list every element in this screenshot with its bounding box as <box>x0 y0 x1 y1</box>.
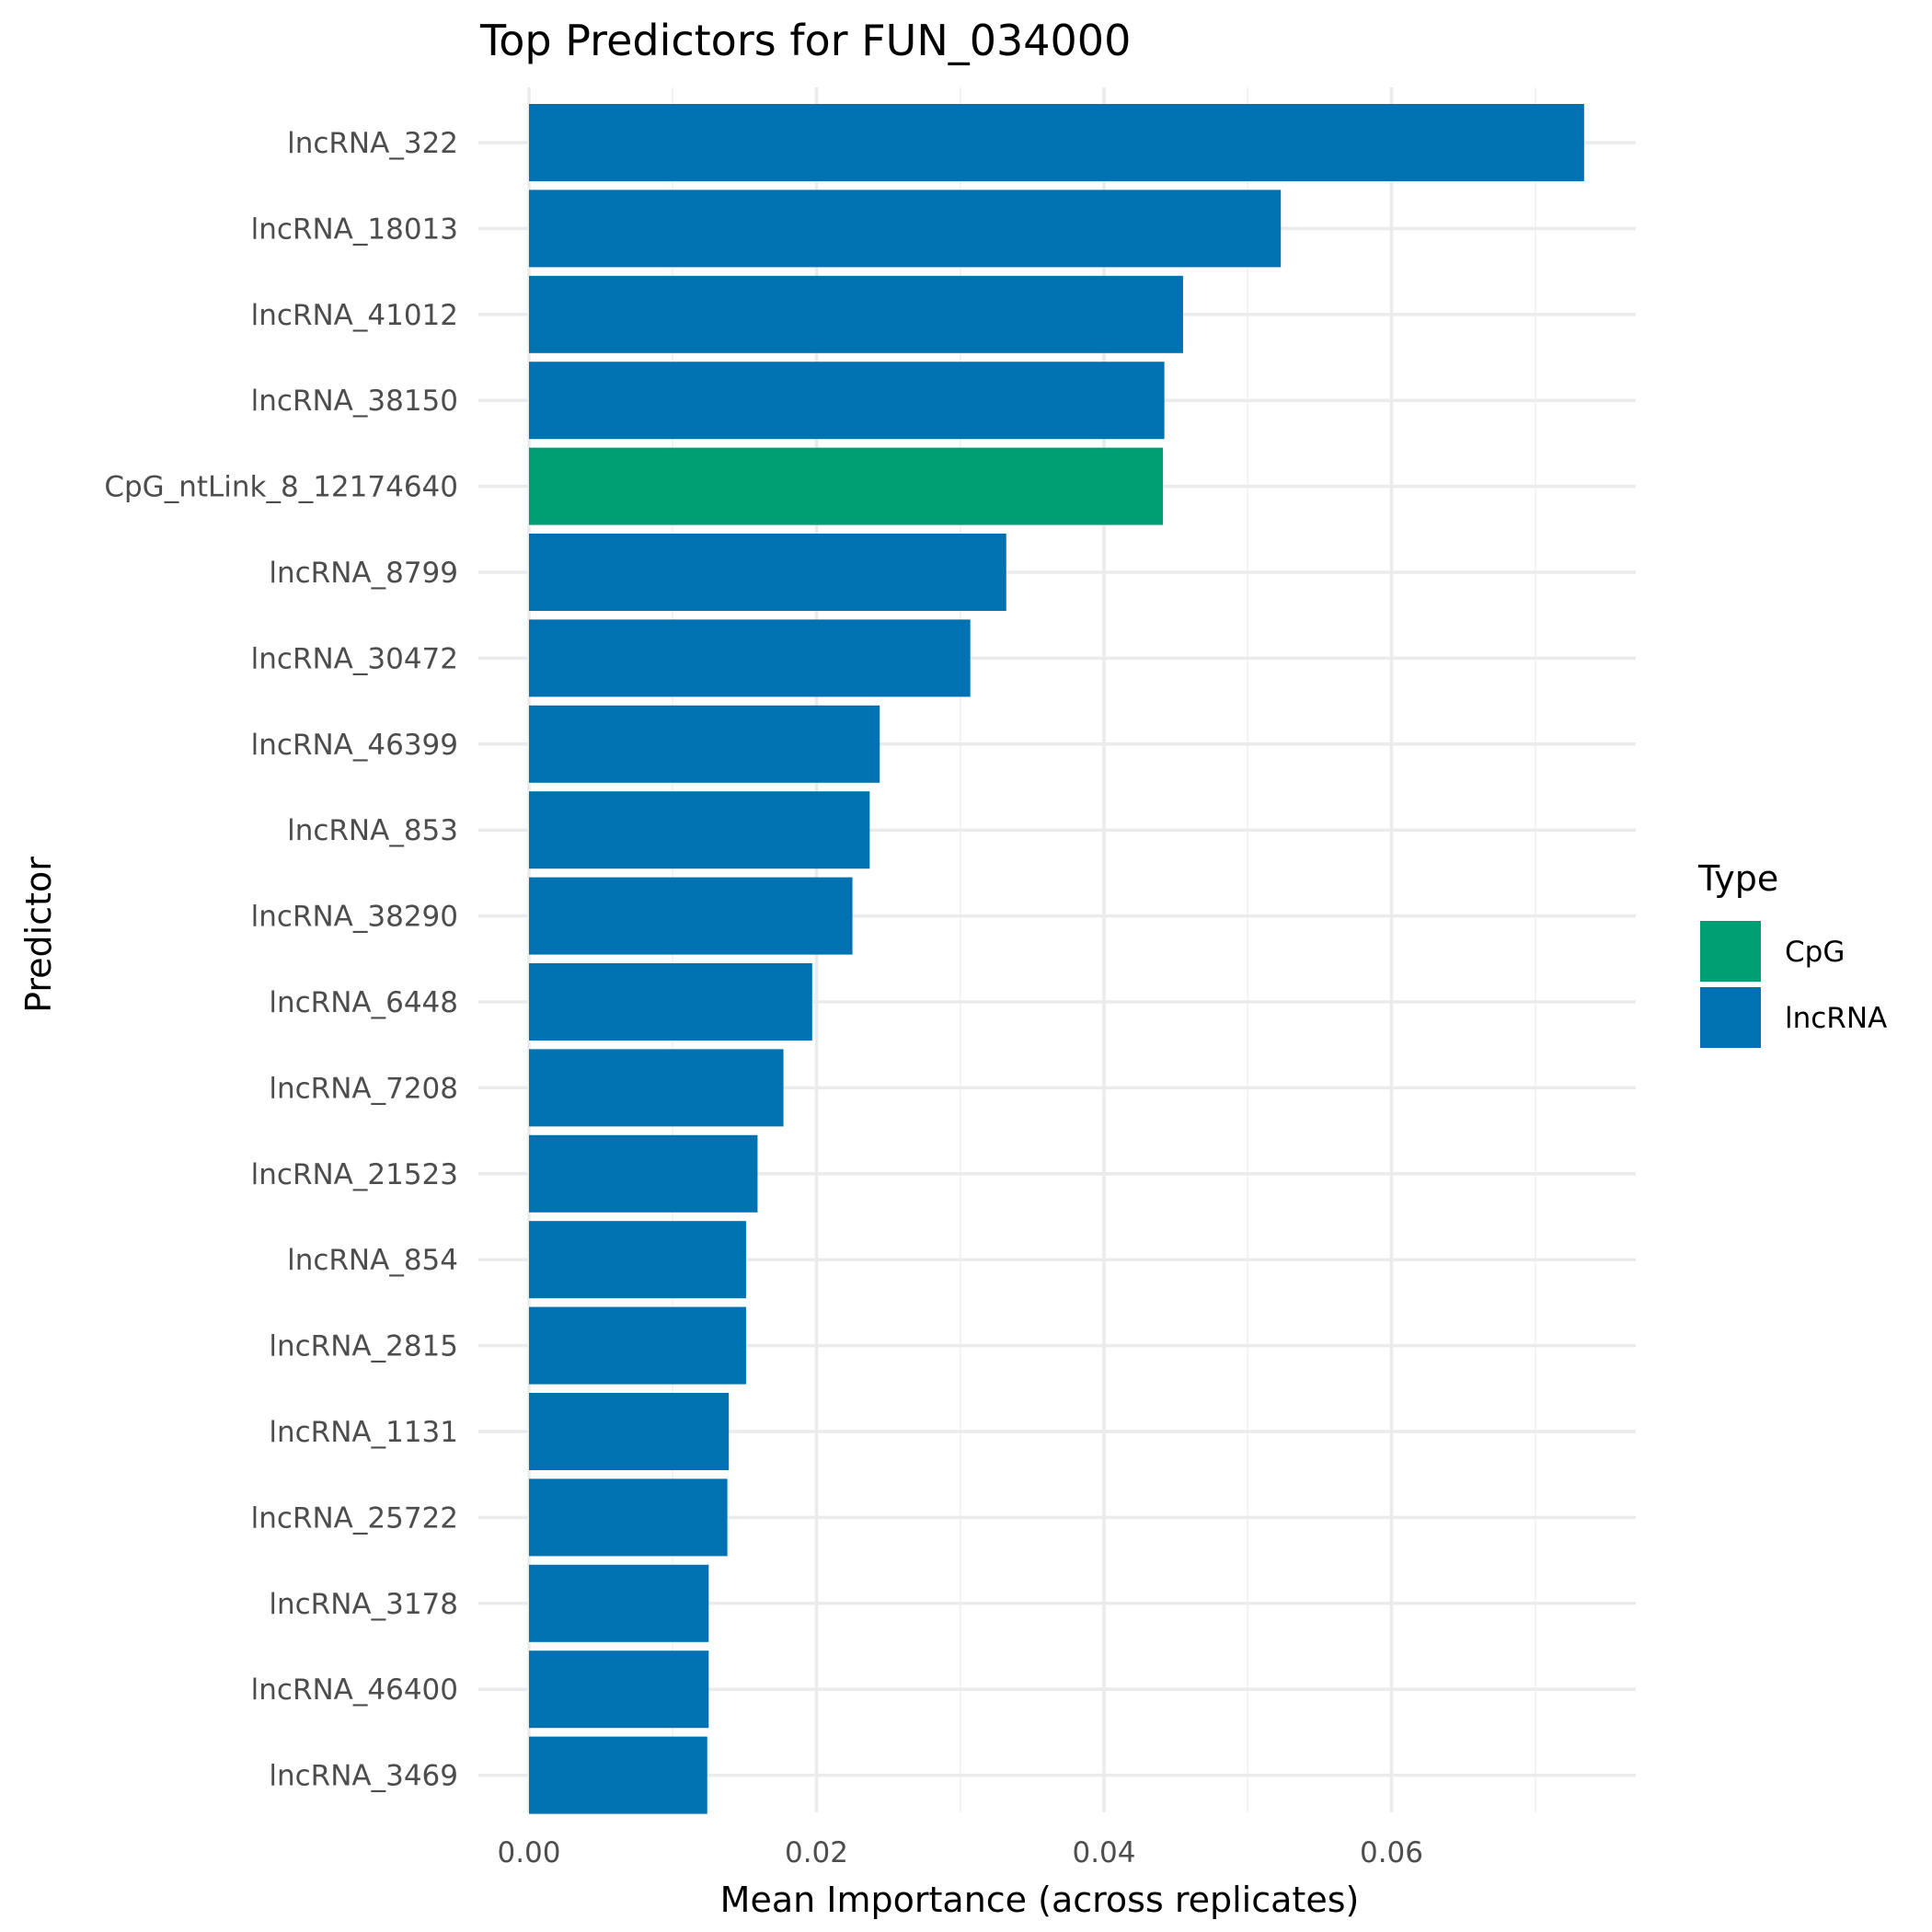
legend-entries: CpG lncRNA <box>1700 921 1887 1048</box>
bar-lncRNA_8799 <box>529 534 1006 611</box>
bar-lncRNA_7208 <box>529 1049 784 1127</box>
x-tick-label: 0.04 <box>1072 1836 1135 1869</box>
x-tick-label: 0.02 <box>785 1836 848 1869</box>
bar-lncRNA_30472 <box>529 619 971 697</box>
y-tick-label: lncRNA_18013 <box>251 213 458 246</box>
y-tick-label: lncRNA_853 <box>287 814 458 847</box>
y-tick-label: lncRNA_322 <box>287 127 458 160</box>
y-tick-label: lncRNA_41012 <box>251 299 458 332</box>
bar-lncRNA_322 <box>529 104 1584 181</box>
y-tick-label: CpG_ntLink_8_12174640 <box>104 471 458 504</box>
x-axis-title: Mean Importance (across replicates) <box>720 1880 1360 1920</box>
bar-lncRNA_38150 <box>529 362 1165 440</box>
y-tick-label: lncRNA_21523 <box>251 1158 458 1191</box>
chart-title: Top Predictors for FUN_034000 <box>479 16 1131 65</box>
y-tick-label: lncRNA_6448 <box>269 986 458 1019</box>
bar-lncRNA_3469 <box>529 1736 707 1814</box>
y-axis-title: Predictor <box>18 857 59 1013</box>
bar-lncRNA_1131 <box>529 1393 730 1470</box>
y-tick-label: lncRNA_8799 <box>269 557 458 590</box>
legend-label: lncRNA <box>1785 1002 1887 1035</box>
y-tick-label: lncRNA_3178 <box>269 1588 458 1621</box>
legend-key-lncRNA <box>1700 987 1761 1048</box>
bar-lncRNA_25722 <box>529 1478 728 1557</box>
bar-CpG_ntLink_8_12174640 <box>529 447 1164 525</box>
legend-label: CpG <box>1785 936 1845 969</box>
bar-lncRNA_38290 <box>529 877 853 955</box>
legend-title: Type <box>1697 858 1778 899</box>
y-tick-label: lncRNA_46399 <box>251 729 458 762</box>
legend: Type CpG lncRNA <box>1697 858 1887 1048</box>
bar-lncRNA_46399 <box>529 705 880 783</box>
bar-layer <box>529 104 1584 1814</box>
y-tick-label: lncRNA_2815 <box>269 1330 458 1363</box>
y-tick-label: lncRNA_25722 <box>251 1501 458 1535</box>
y-tick-label: lncRNA_7208 <box>269 1072 458 1105</box>
legend-key-CpG <box>1700 921 1761 982</box>
y-tick-labels: lncRNA_322 lncRNA_18013 lncRNA_41012 lncRNA… <box>104 127 458 1793</box>
bar-lncRNA_18013 <box>529 190 1282 268</box>
bar-lncRNA_46400 <box>529 1650 709 1729</box>
bar-lncRNA_3178 <box>529 1564 709 1642</box>
y-tick-label: lncRNA_38290 <box>251 901 458 934</box>
bar-lncRNA_854 <box>529 1221 746 1299</box>
y-tick-label: lncRNA_30472 <box>251 642 458 675</box>
y-tick-label: lncRNA_3469 <box>269 1760 458 1793</box>
y-tick-label: lncRNA_46400 <box>251 1673 458 1707</box>
bar-lncRNA_21523 <box>529 1134 758 1213</box>
y-tick-label: lncRNA_854 <box>287 1244 458 1277</box>
x-tick-labels: 0.00 0.02 0.04 0.06 <box>497 1836 1423 1869</box>
bar-lncRNA_853 <box>529 791 870 869</box>
bar-lncRNA_6448 <box>529 963 812 1041</box>
x-tick-label: 0.06 <box>1360 1836 1423 1869</box>
bar-lncRNA_41012 <box>529 275 1183 353</box>
y-tick-label: lncRNA_38150 <box>251 385 458 418</box>
x-tick-label: 0.00 <box>497 1836 560 1869</box>
y-tick-label: lncRNA_1131 <box>269 1416 458 1449</box>
bar-lncRNA_2815 <box>529 1306 746 1385</box>
